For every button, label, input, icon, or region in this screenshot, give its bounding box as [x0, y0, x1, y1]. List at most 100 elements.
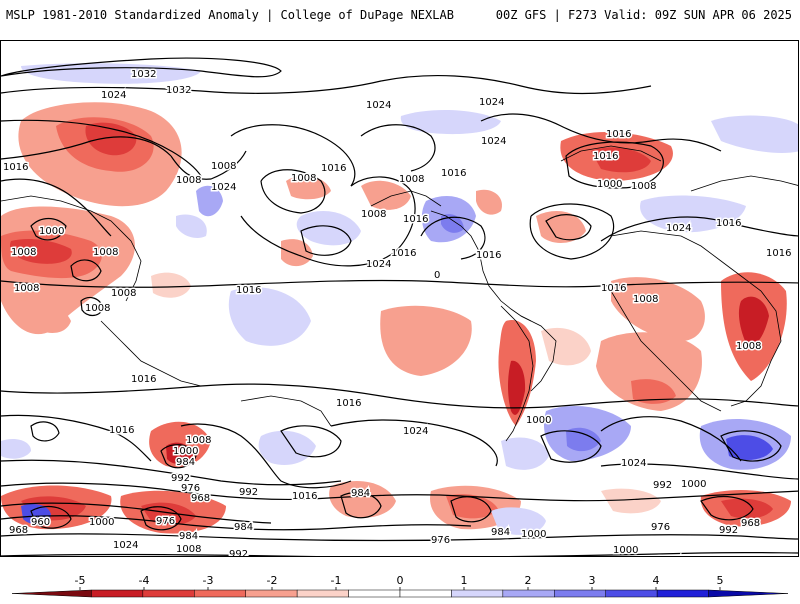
- contour-label: 1000: [39, 226, 64, 237]
- title-bar: MSLP 1981-2010 Standardized Anomaly | Co…: [0, 0, 800, 36]
- colorbar-segment: [91, 589, 144, 598]
- colorbar-tick-label: 0: [397, 574, 404, 587]
- contour-label: 1016: [716, 218, 741, 229]
- contour-label: 992: [171, 473, 190, 484]
- contour-label: 1032: [166, 85, 191, 96]
- contour-label: 1016: [336, 398, 361, 409]
- contour-label: 1024: [666, 223, 691, 234]
- contour-label: 1008: [631, 181, 656, 192]
- isobars: [1, 57, 798, 556]
- contour-label: 1024: [211, 182, 236, 193]
- contour-label: 1016: [236, 285, 261, 296]
- contour-label: 968: [9, 525, 28, 536]
- contour-label: 1008: [633, 294, 658, 305]
- contour-label: 992: [653, 480, 672, 491]
- contour-label: 1024: [403, 426, 428, 437]
- contour-label: 1024: [113, 540, 138, 551]
- contour-label: 1008: [186, 435, 211, 446]
- contour-label: 1000: [613, 545, 638, 556]
- colorbar-tick-label: 1: [461, 574, 468, 587]
- contour-label: 1008: [14, 283, 39, 294]
- colorbar-tick-label: 2: [525, 574, 532, 587]
- colorbar-tick-label: -2: [267, 574, 278, 587]
- colorbar-segments: [11, 589, 789, 598]
- contour-label: 1024: [366, 100, 391, 111]
- contour-label: 1008: [291, 173, 316, 184]
- contour-label: 1008: [111, 288, 136, 299]
- contour-label: 1008: [211, 161, 236, 172]
- colorbar-tick-labels: -5 -4 -3 -2 -1 0 1 2 3 4 5: [75, 574, 724, 587]
- contour-label: 992: [388, 556, 407, 557]
- colorbar-segment: [554, 589, 606, 598]
- contour-label: 1008: [11, 247, 36, 258]
- contour-label: 1032: [131, 69, 156, 80]
- contour-label: 1000: [597, 179, 622, 190]
- contour-label: 968: [741, 518, 760, 529]
- anomaly-shading: [1, 63, 798, 535]
- colorbar-segment: [245, 589, 298, 598]
- contour-label: 1016: [292, 491, 317, 502]
- colorbar-segment: [194, 589, 246, 598]
- anomaly-map: 1032 1032 1024 1024 1024 1024 1016 1016 …: [0, 40, 799, 557]
- colorbar-segment: [451, 589, 504, 598]
- contour-label: 1000: [89, 517, 114, 528]
- contour-label: 1008: [399, 174, 424, 185]
- contour-label: 1000: [681, 479, 706, 490]
- contour-label: 992: [719, 525, 738, 536]
- contour-label: 976: [156, 516, 175, 527]
- colorbar-tick-label: -5: [75, 574, 86, 587]
- contour-label: 1016: [476, 250, 501, 261]
- contour-label: 1024: [481, 136, 506, 147]
- contour-label: 976: [431, 535, 450, 546]
- contour-label: 976: [651, 522, 670, 533]
- contour-label: 1016: [593, 151, 618, 162]
- contour-labels: 1032 1032 1024 1024 1024 1024 1016 1016 …: [2, 68, 793, 557]
- contour-label: 960: [31, 517, 50, 528]
- contour-label: 1016: [403, 214, 428, 225]
- colorbar-tick-label: -4: [139, 574, 150, 587]
- contour-label: 992: [229, 549, 248, 557]
- contour-label: 1008: [176, 175, 201, 186]
- contour-label: 984: [351, 488, 370, 499]
- colorbar-segment: [708, 589, 789, 598]
- contour-label: 1016: [131, 374, 156, 385]
- contour-label: 984: [179, 531, 198, 542]
- contour-label: 992: [239, 487, 258, 498]
- colorbar-tick-label: 3: [589, 574, 596, 587]
- contour-label: 1016: [441, 168, 466, 179]
- colorbar-segment: [656, 589, 709, 598]
- contour-label: 1016: [606, 129, 631, 140]
- colorbar-segment: [348, 589, 401, 598]
- colorbar-segment: [296, 589, 349, 598]
- colorbar-segment: [11, 589, 92, 598]
- colorbar-segment: [142, 589, 195, 598]
- contour-label: 1016: [766, 248, 791, 259]
- contour-label: 1008: [736, 341, 761, 352]
- colorbar-svg: -5 -4 -3 -2 -1 0 1 2 3 4 5: [11, 574, 789, 598]
- contour-label: 1008: [85, 303, 110, 314]
- map-canvas: 1032 1032 1024 1024 1024 1024 1016 1016 …: [1, 57, 798, 557]
- contour-label: 1016: [321, 163, 346, 174]
- colorbar-ticks: [79, 587, 721, 590]
- contour-label: 1016: [3, 162, 28, 173]
- contour-label: 1024: [101, 90, 126, 101]
- contour-label: 1008: [361, 209, 386, 220]
- contour-label: 0: [434, 270, 440, 281]
- contour-label: 1024: [657, 555, 682, 557]
- contour-label: 1016: [109, 425, 134, 436]
- contour-label: 1000: [526, 415, 551, 426]
- contour-label: 1000: [173, 446, 198, 457]
- contour-label: 1016: [391, 248, 416, 259]
- map-title: MSLP 1981-2010 Standardized Anomaly | Co…: [6, 8, 454, 22]
- colorbar-segment: [502, 589, 555, 598]
- contour-label: 1008: [93, 247, 118, 258]
- colorbar-segment: [605, 589, 658, 598]
- contour-label: 1016: [601, 283, 626, 294]
- contour-label: 984: [176, 457, 195, 468]
- contour-label: 1008: [176, 544, 201, 555]
- colorbar-segment: [399, 589, 452, 598]
- contour-label: 976: [181, 483, 200, 494]
- contour-label: 984: [234, 522, 253, 533]
- colorbar-tick-label: -1: [331, 574, 342, 587]
- contour-label: 1000: [521, 529, 546, 540]
